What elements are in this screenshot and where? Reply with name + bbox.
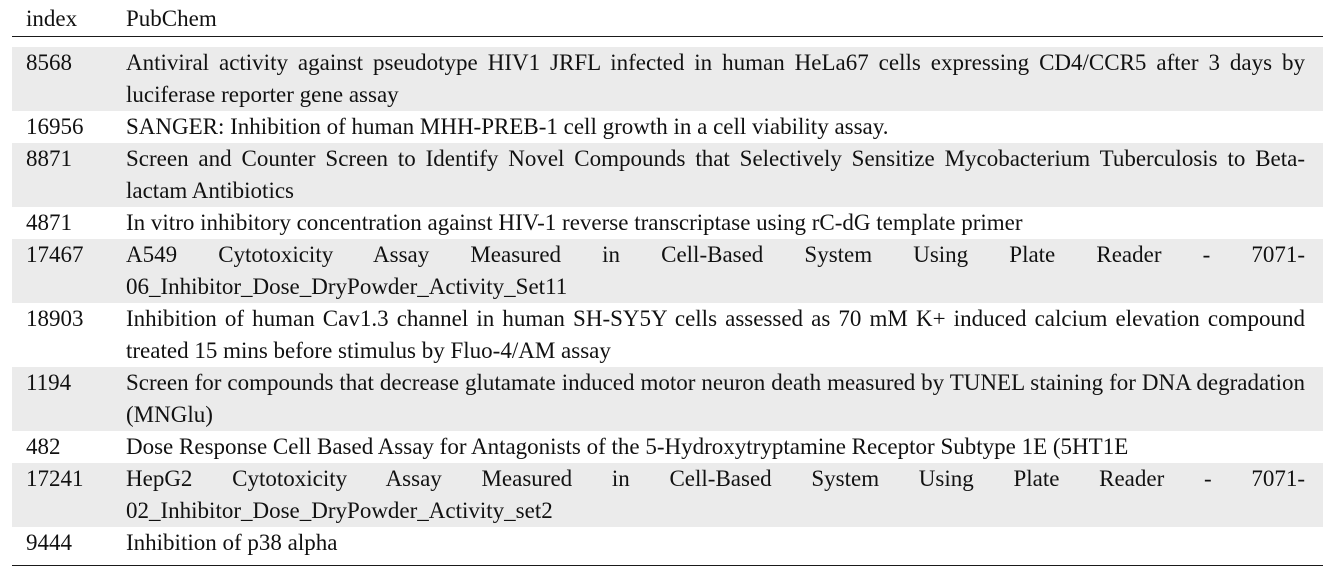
- results-table: index PubChem 8568 Antiviral activity ag…: [12, 0, 1323, 566]
- row-description: HepG2 Cytotoxicity Assay Measured in Cel…: [126, 466, 1305, 523]
- row-description: A549 Cytotoxicity Assay Measured in Cell…: [126, 242, 1305, 299]
- row-description: Inhibition of human Cav1.3 channel in hu…: [126, 306, 1305, 363]
- row-description: Inhibition of p38 alpha: [126, 530, 338, 555]
- row-index: 1194: [26, 370, 72, 395]
- row-index: 8871: [26, 146, 72, 171]
- row-index: 17241: [26, 466, 84, 491]
- row-description: Screen for compounds that decrease gluta…: [126, 370, 1305, 427]
- table-header: index PubChem: [12, 0, 1323, 37]
- row-index: 17467: [26, 242, 84, 267]
- table-row: 482 Dose Response Cell Based Assay for A…: [12, 431, 1323, 463]
- row-description: Screen and Counter Screen to Identify No…: [126, 146, 1305, 203]
- table-row: 9444 Inhibition of p38 alpha: [12, 527, 1323, 559]
- table-row: 17467 A549 Cytotoxicity Assay Measured i…: [12, 239, 1323, 303]
- table-row: 17241 HepG2 Cytotoxicity Assay Measured …: [12, 463, 1323, 527]
- table-row: 8568 Antiviral activity against pseudoty…: [12, 47, 1323, 111]
- header-index: index: [26, 6, 78, 31]
- table-row: 18903 Inhibition of human Cav1.3 channel…: [12, 303, 1323, 367]
- row-index: 9444: [26, 530, 72, 555]
- row-description: In vitro inhibitory concentration agains…: [126, 210, 1023, 235]
- table-row: 1194 Screen for compounds that decrease …: [12, 367, 1323, 431]
- row-description: Antiviral activity against pseudotype HI…: [126, 50, 1305, 107]
- row-index: 16956: [26, 114, 84, 139]
- header-pubchem: PubChem: [126, 6, 217, 31]
- table-row: 16956 SANGER: Inhibition of human MHH-PR…: [12, 111, 1323, 143]
- row-index: 18903: [26, 306, 84, 331]
- row-description: Dose Response Cell Based Assay for Antag…: [126, 434, 1129, 459]
- table-row: 8871 Screen and Counter Screen to Identi…: [12, 143, 1323, 207]
- table-bottom-rule: [12, 565, 1323, 566]
- row-description: SANGER: Inhibition of human MHH-PREB-1 c…: [126, 114, 889, 139]
- row-index: 4871: [26, 210, 72, 235]
- table-row: 4871 In vitro inhibitory concentration a…: [12, 207, 1323, 239]
- row-index: 8568: [26, 50, 72, 75]
- row-index: 482: [26, 434, 61, 459]
